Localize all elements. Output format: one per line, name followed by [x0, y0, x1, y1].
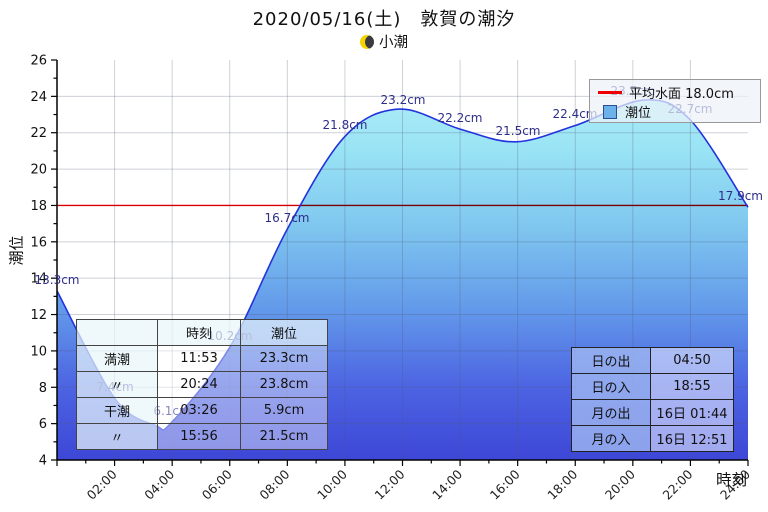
svg-text:22: 22 — [30, 126, 47, 141]
table-row: 日の入 18:55 — [571, 373, 734, 400]
sunrise-time: 04:50 — [650, 347, 734, 374]
svg-text:20: 20 — [30, 163, 47, 178]
tide-row-time: 20:24 — [157, 371, 241, 398]
legend-mean-level: 平均水面 18.0cm — [598, 84, 754, 102]
x-axis-label: 時刻 — [716, 471, 748, 489]
legend-tide: 潮位 — [598, 103, 754, 121]
page-title: 2020/05/16(土) 敦賀の潮汐 — [252, 9, 516, 30]
moonrise-label: 月の出 — [571, 399, 651, 426]
moon-phase-label: 小潮 — [379, 35, 408, 51]
legend-mean-level-label: 平均水面 18.0cm — [629, 87, 734, 102]
tide-row-label: 干潮 — [76, 397, 158, 424]
tide-point-label: 23.2cm — [380, 93, 426, 107]
y-axis-label: 潮位 — [7, 235, 26, 266]
tide-extremes-table: 時刻 潮位 満潮 11:53 23.3cm 〃 20:24 23.8cm 干潮 … — [76, 319, 328, 450]
tide-row-level: 23.8cm — [240, 371, 328, 398]
table-row: 月の入 16日 12:51 — [571, 425, 734, 452]
tide-area-swatch-icon — [603, 104, 617, 119]
sunset-label: 日の入 — [571, 373, 651, 400]
svg-text:04:00: 04:00 — [141, 466, 177, 502]
svg-text:16:00: 16:00 — [487, 466, 523, 502]
svg-text:16: 16 — [30, 235, 47, 250]
svg-text:26: 26 — [30, 54, 47, 69]
table-row: 満潮 11:53 23.3cm — [76, 345, 328, 372]
tide-table-header-level: 潮位 — [240, 319, 328, 346]
svg-text:20:00: 20:00 — [602, 466, 638, 502]
svg-text:18: 18 — [30, 199, 47, 214]
tide-row-label: 満潮 — [76, 345, 158, 372]
tide-point-label: 13.3cm — [34, 273, 80, 287]
svg-text:14:00: 14:00 — [429, 466, 465, 502]
moon-phase-icon — [360, 34, 374, 49]
svg-text:4: 4 — [39, 454, 47, 469]
tide-point-label: 17.9cm — [717, 189, 763, 203]
sunset-time: 18:55 — [650, 373, 734, 400]
moonset-time: 16日 12:51 — [650, 425, 734, 452]
svg-text:10:00: 10:00 — [314, 466, 350, 502]
tide-table-corner — [76, 319, 158, 346]
tide-point-label: 22.4cm — [552, 107, 598, 121]
tide-point-label: 21.8cm — [322, 118, 368, 132]
tide-row-time: 11:53 — [157, 345, 241, 372]
svg-text:10: 10 — [30, 344, 47, 359]
svg-text:6: 6 — [39, 417, 47, 432]
moon-phase: 小潮 — [0, 31, 768, 53]
svg-text:02:00: 02:00 — [84, 466, 120, 502]
mean-level-line-icon — [598, 91, 622, 94]
moonset-label: 月の入 — [571, 425, 651, 452]
tide-point-label: 22.2cm — [437, 111, 483, 125]
tide-row-level: 21.5cm — [240, 423, 328, 450]
svg-text:24: 24 — [30, 90, 47, 105]
table-row: 〃 15:56 21.5cm — [76, 423, 328, 450]
svg-text:06:00: 06:00 — [199, 466, 235, 502]
table-row: 時刻 潮位 — [76, 319, 328, 346]
tide-point-label: 16.7cm — [264, 211, 310, 225]
tide-table-header-time: 時刻 — [157, 319, 241, 346]
svg-text:12: 12 — [30, 308, 47, 323]
svg-text:14: 14 — [30, 272, 47, 287]
tide-point-label: 21.5cm — [495, 124, 541, 138]
tide-row-time: 15:56 — [157, 423, 241, 450]
table-row: 日の出 04:50 — [571, 347, 734, 374]
sunrise-label: 日の出 — [571, 347, 651, 374]
tide-row-level: 5.9cm — [240, 397, 328, 424]
tide-row-level: 23.3cm — [240, 345, 328, 372]
svg-text:8: 8 — [39, 381, 47, 396]
table-row: 〃 20:24 23.8cm — [76, 371, 328, 398]
table-row: 月の出 16日 01:44 — [571, 399, 734, 426]
table-row: 干潮 03:26 5.9cm — [76, 397, 328, 424]
svg-text:18:00: 18:00 — [544, 466, 580, 502]
svg-text:08:00: 08:00 — [256, 466, 292, 502]
legend: 平均水面 18.0cm 潮位 — [589, 79, 761, 123]
svg-text:22:00: 22:00 — [659, 466, 695, 502]
sun-moon-table: 日の出 04:50 日の入 18:55 月の出 16日 01:44 月の入 16… — [571, 347, 734, 452]
tide-row-time: 03:26 — [157, 397, 241, 424]
tide-row-label: 〃 — [76, 371, 158, 398]
legend-tide-label: 潮位 — [625, 106, 652, 121]
tide-row-label: 〃 — [76, 423, 158, 450]
svg-text:12:00: 12:00 — [372, 466, 408, 502]
moonrise-time: 16日 01:44 — [650, 399, 734, 426]
